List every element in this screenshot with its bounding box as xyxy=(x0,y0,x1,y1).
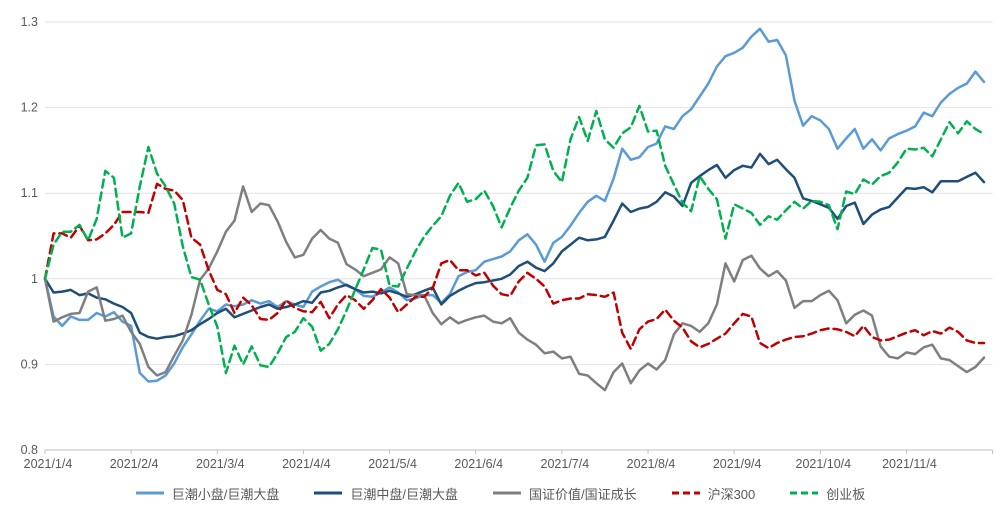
legend-label: 巨潮中盘/巨潮大盘 xyxy=(350,486,458,502)
y-tick-label: 1.3 xyxy=(21,15,38,29)
legend-item-small-cap: 巨潮小盘/巨潮大盘 xyxy=(135,484,280,503)
x-tick-label: 2021/8/4 xyxy=(627,457,676,471)
chart-legend: 巨潮小盘/巨潮大盘 巨潮中盘/巨潮大盘 国证价值/国证成长 沪深300 创业板 xyxy=(0,483,1000,503)
legend-line-icon xyxy=(314,491,343,495)
legend-label: 创业板 xyxy=(826,486,866,502)
x-tick-label: 2021/6/4 xyxy=(454,457,503,471)
x-tick-label: 2021/9/4 xyxy=(713,457,762,471)
x-tick-label: 2021/4/4 xyxy=(282,457,331,471)
y-tick-label: 1.2 xyxy=(21,101,38,115)
legend-line-icon xyxy=(135,491,164,495)
x-tick-label: 2021/11/4 xyxy=(882,457,937,471)
x-tick-label: 2021/10/4 xyxy=(796,457,852,471)
legend-item-chinext: 创业板 xyxy=(789,484,865,503)
legend-item-hs300: 沪深300 xyxy=(671,484,756,503)
legend-label: 国证价值/国证成长 xyxy=(528,486,637,502)
legend-item-mid-cap: 巨潮中盘/巨潮大盘 xyxy=(313,484,458,503)
y-tick-label: 1.1 xyxy=(21,186,38,200)
series-line xyxy=(43,182,986,351)
y-tick-label: 0.9 xyxy=(21,357,38,371)
legend-line-icon xyxy=(790,491,819,495)
x-tick-label: 2021/5/4 xyxy=(368,457,417,471)
x-tick-label: 2021/7/4 xyxy=(541,457,590,471)
legend-line-icon xyxy=(492,491,521,495)
x-tick-label: 2021/3/4 xyxy=(196,457,245,471)
y-tick-label: 0.8 xyxy=(21,443,38,457)
legend-label: 沪深300 xyxy=(707,486,756,502)
x-tick-label: 2021/2/4 xyxy=(110,457,159,471)
series-line xyxy=(43,185,986,392)
legend-label: 巨潮小盘/巨潮大盘 xyxy=(171,486,280,502)
legend-item-value-growth: 国证价值/国证成长 xyxy=(492,484,637,503)
series-line xyxy=(43,27,986,383)
y-tick-label: 1 xyxy=(31,272,38,286)
series-line xyxy=(43,104,986,375)
legend-line-icon xyxy=(671,491,700,495)
series-line xyxy=(43,152,986,340)
x-tick-label: 2021/1/4 xyxy=(24,457,73,471)
